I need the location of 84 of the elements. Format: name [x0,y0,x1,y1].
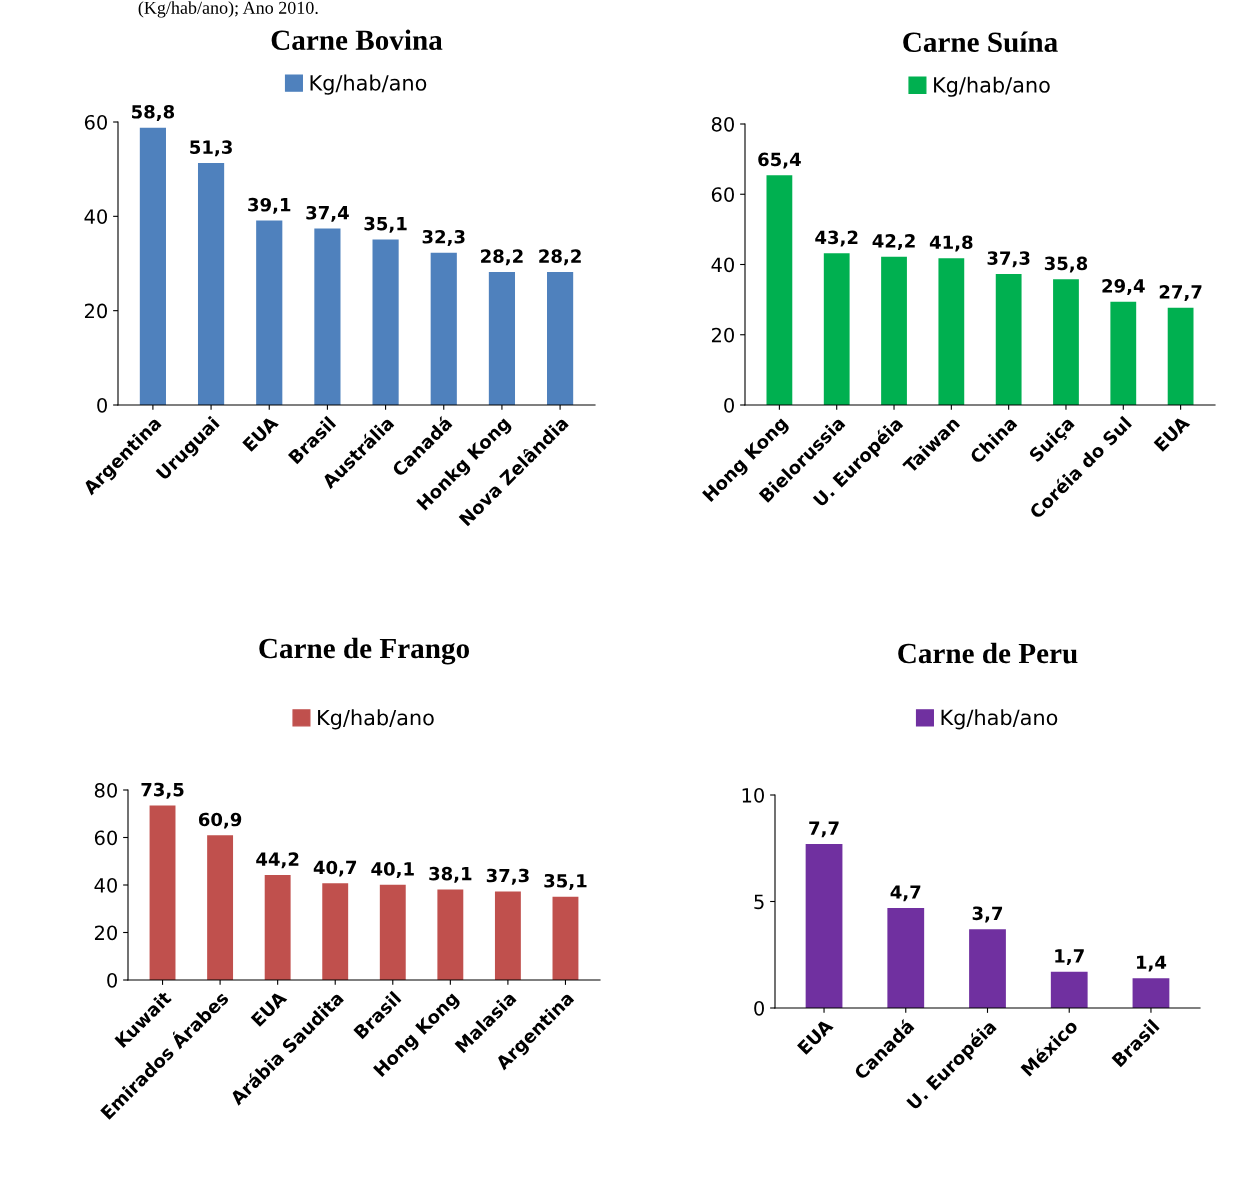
bar [881,256,907,405]
text: 32,3 [422,229,465,246]
text: 40,1 [371,862,414,879]
text: 38,1 [429,866,472,883]
legend-label: Kg/hab/ano [941,709,1058,730]
text: 37,3 [987,251,1030,268]
bar [552,896,579,980]
y-tick-label: 0 [754,1000,764,1016]
y-tick-label: 60 [711,187,734,202]
text: 35,1 [364,216,407,233]
bar [372,239,399,405]
legend-label: Kg/hab/ano [934,76,1050,97]
y-tick-label: 40 [84,209,107,224]
bar [1167,307,1194,405]
text: 65,4 [758,152,801,169]
bar [207,835,234,980]
bar [1053,279,1079,405]
bar [256,220,283,405]
text: 4,7 [890,885,921,902]
bar [805,843,843,1008]
bar [766,175,793,405]
bar [264,875,291,980]
y-tick-label: 80 [711,116,734,132]
y-tick-label: 5 [754,894,764,910]
chart-title: Carne de Frango [259,637,470,665]
y-tick-label: 20 [711,327,734,343]
bar [887,907,925,1008]
bar [149,805,176,980]
text: 43,2 [815,230,858,247]
text: 44,2 [256,852,299,869]
chart-title: Carne Bovina [271,29,443,51]
bar [1132,978,1170,1008]
y-tick-label: 80 [94,782,117,798]
text: 73,5 [141,782,184,799]
y-tick-label: 60 [84,114,107,130]
bar [197,163,225,405]
text: 1,4 [1137,955,1167,972]
bar [139,127,166,405]
y-tick-label: 60 [94,830,117,846]
bar [437,889,464,980]
text: 58,8 [132,104,175,121]
legend-label: Kg/hab/ano [318,709,434,730]
y-tick-label: 20 [84,303,107,319]
bar [995,273,1022,405]
y-tick-label: 20 [94,925,117,941]
bar [488,271,516,405]
y-tick-label: 10 [742,787,764,803]
y-tick-label: 0 [97,397,107,413]
text: 35,8 [1044,256,1088,273]
text: 29,4 [1102,279,1145,295]
text: 37,3 [486,868,529,885]
bar [938,258,965,405]
y-tick-label: 0 [724,397,734,413]
text: (Kg/hab/ano); Ano 2010. [138,1,318,18]
chart-title: Carne de Peru [898,642,1078,664]
y-tick-label: 0 [107,972,117,988]
text: 7,7 [809,821,839,838]
text: 41,8 [929,235,973,252]
bar [314,228,341,405]
text: 37,4 [306,205,349,222]
bar [430,252,457,405]
text: 51,3 [190,140,232,157]
text: 42,2 [872,234,915,251]
text: 3,7 [972,906,1003,923]
bar [1110,301,1137,405]
text: 28,2 [539,249,581,266]
bar [1050,971,1088,1008]
y-tick-label: 40 [711,257,734,273]
bar [547,271,574,405]
text: 35,1 [544,873,587,890]
text: 27,7 [1159,284,1202,301]
text: 40,7 [313,860,357,877]
text: 28,2 [481,249,523,266]
bar [823,253,850,405]
y-tick-label: 40 [94,877,117,893]
text: 39,1 [248,197,291,214]
chart-title: Carne Suína [903,31,1058,53]
bar [379,884,406,980]
bar [322,883,349,980]
text: 1,7 [1055,949,1084,966]
text: 60,9 [198,812,242,829]
bar [494,891,521,980]
bar [969,929,1006,1008]
legend-label: Kg/hab/ano [310,74,427,95]
